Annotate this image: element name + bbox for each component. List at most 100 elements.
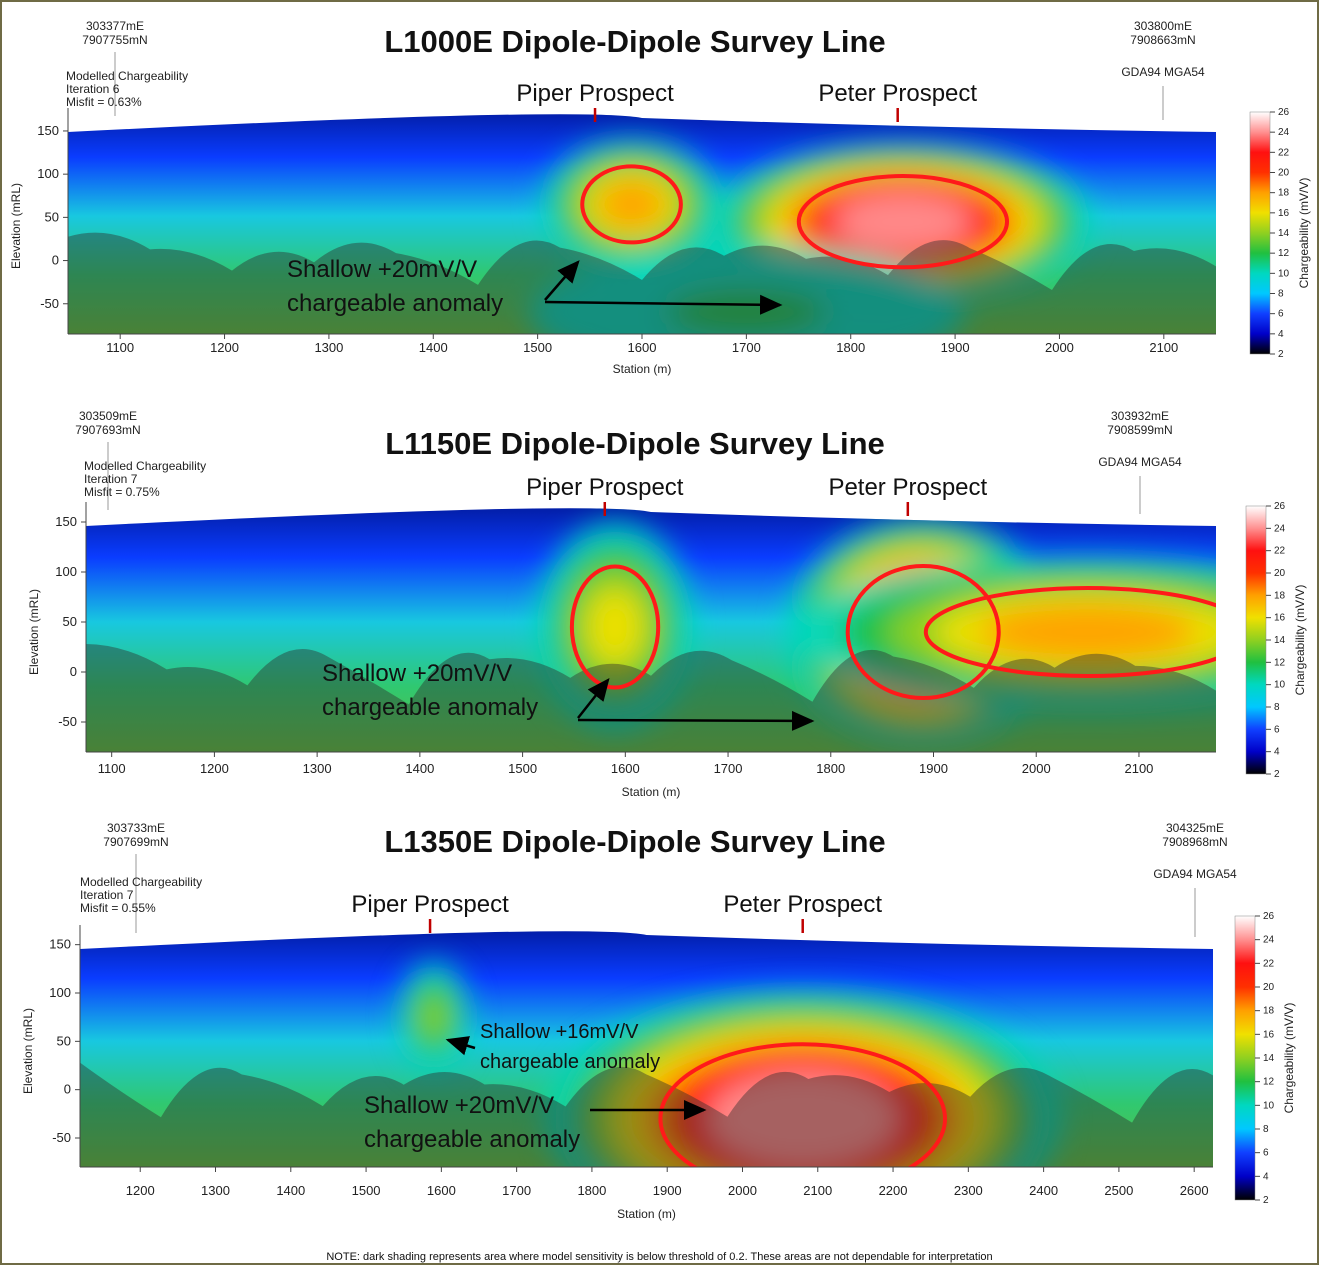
colorbar-label: Chargeability (mV/V) [1293,585,1307,696]
colorbar-tick-label: 8 [1263,1124,1269,1135]
y-tick-label: 50 [57,1033,71,1048]
end-northing: 7908599mN [1107,423,1172,437]
model-info-line: Iteration 7 [80,888,134,902]
prospect-label: Peter Prospect [818,80,977,107]
colorbar-tick-label: 18 [1274,590,1286,601]
colorbar-tick-label: 20 [1278,168,1290,179]
low-sensitivity-shading [86,644,1216,752]
x-tick-label: 1300 [314,340,343,355]
y-tick-label: 150 [49,937,71,952]
y-tick-label: 100 [49,985,71,1000]
panel-title: L1000E Dipole-Dipole Survey Line [384,24,885,59]
model-info-line: Misfit = 0.63% [66,95,142,109]
anomaly-outline [923,586,1216,678]
x-tick-label: 1700 [714,761,743,776]
x-tick-label: 2200 [879,1183,908,1198]
section-image [80,931,1213,1167]
y-tick-label: -50 [58,714,77,729]
x-tick-label: 1300 [303,761,332,776]
colorbar-tick-label: 20 [1274,568,1286,579]
colorbar-tick-label: 10 [1274,680,1286,691]
x-axis-label: Station (m) [617,1207,676,1221]
x-tick-label: 2000 [1045,340,1074,355]
x-tick-label: 1500 [352,1183,381,1198]
colorbar-label: Chargeability (mV/V) [1297,178,1311,289]
model-info-line: Misfit = 0.55% [80,901,156,915]
survey-panel-1: 1100 1200 1300 1400 1500 1600 1700 1800 1900 2000… [9,19,1311,376]
y-tick-label: 0 [70,664,77,679]
colorbar-tick-label: 4 [1263,1171,1269,1182]
anomaly-contour [586,588,644,666]
annotation-text: Shallow +16mV/V [480,1021,639,1043]
model-info-line: Modelled Chargeability [66,69,188,83]
shading-area [86,644,1216,752]
start-northing: 7907693mN [75,423,140,437]
y-tick-label: 150 [37,123,59,138]
shading-area [80,1062,1213,1167]
x-axis-label: Station (m) [622,785,681,799]
colorbar-ramp [1245,505,1267,775]
annotation-text: chargeable anomaly [322,694,538,721]
survey-panel-2: 1100 1200 1300 1400 1500 1600 1700 1800 1900 2000… [27,409,1307,799]
x-tick-label: 2500 [1104,1183,1133,1198]
colorbar-tick-label: 14 [1263,1053,1275,1064]
x-tick-label: 1400 [419,340,448,355]
colorbar-tick-label: 6 [1278,309,1284,320]
model-info-line: Misfit = 0.75% [84,485,160,499]
x-tick-label: 1900 [919,761,948,776]
anomaly-outline [796,174,1010,270]
colorbar-tick-label: 26 [1263,911,1275,922]
x-tick-label: 2400 [1029,1183,1058,1198]
annotation-text: chargeable anomaly [364,1126,580,1153]
colorbar-tick-label: 6 [1274,724,1280,735]
y-tick-label: 0 [64,1082,71,1097]
colorbar-tick-label: 18 [1263,1006,1275,1017]
anomaly-layer [528,138,1092,334]
colorbar-tick-label: 2 [1274,769,1280,780]
start-northing: 7907755mN [82,33,147,47]
x-tick-label: 1300 [201,1183,230,1198]
shading-area [68,232,1216,334]
y-tick-label: 100 [55,564,77,579]
y-tick-label: 100 [37,166,59,181]
colorbar-tick-label: 14 [1278,228,1290,239]
prospect-label: Piper Prospect [516,80,674,107]
x-tick-label: 1200 [200,761,229,776]
annotation-text: Shallow +20mV/V [287,256,477,283]
x-tick-label: 1900 [941,340,970,355]
x-tick-label: 1200 [126,1183,155,1198]
x-tick-label: 1900 [653,1183,682,1198]
x-tick-label: 1400 [405,761,434,776]
x-tick-label: 2100 [1124,761,1153,776]
colorbar-tick-label: 8 [1278,289,1284,300]
colorbar-label: Chargeability (mV/V) [1282,1003,1296,1114]
x-tick-label: 1100 [98,761,126,776]
x-tick-label: 1500 [523,340,552,355]
anomaly-outline [658,1042,947,1167]
y-tick-label: 150 [55,514,77,529]
y-tick-label: 50 [45,209,59,224]
anomaly-layer [398,962,1061,1167]
end-northing: 7908663mN [1130,33,1195,47]
model-info-line: Iteration 7 [84,472,138,486]
anomaly-outline [580,164,683,245]
colorbar-tick-label: 22 [1274,546,1286,557]
colorbar-tick-label: 24 [1278,127,1290,138]
x-tick-label: 2300 [954,1183,983,1198]
colorbar-tick-label: 22 [1263,958,1275,969]
x-tick-label: 1700 [732,340,761,355]
anomaly-contour [979,604,1196,660]
y-tick-label: 0 [52,253,59,268]
x-axis-label: Station (m) [613,362,672,376]
colorbar-tick-label: 16 [1263,1029,1275,1040]
x-tick-label: 1500 [508,761,537,776]
x-tick-label: 1200 [210,340,239,355]
colorbar-tick-label: 18 [1278,188,1290,199]
anomaly-contour [833,192,973,251]
low-sensitivity-shading [68,232,1216,334]
prospect-label: Peter Prospect [723,891,882,918]
annotation-text: Shallow +20mV/V [322,660,512,687]
anomaly-contour [598,180,665,229]
colorbar-tick-label: 4 [1278,329,1284,340]
colorbar-tick-label: 16 [1274,613,1286,624]
